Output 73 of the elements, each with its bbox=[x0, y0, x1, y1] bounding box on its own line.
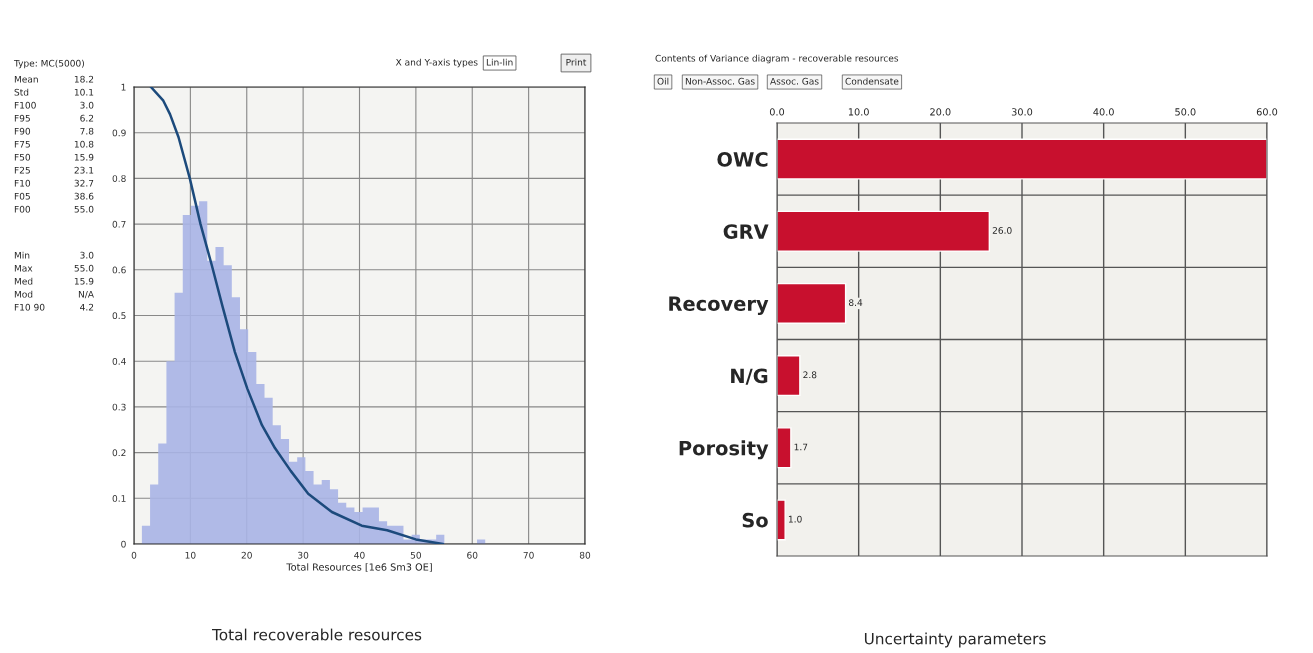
text: Condensate bbox=[845, 77, 899, 85]
text: F10 90 4.2 bbox=[14, 303, 94, 311]
x-tick-label: 70 bbox=[523, 551, 534, 559]
x-axis-title: Total Resources [1e6 Sm3 OE] bbox=[286, 563, 432, 572]
y-tick-label: So bbox=[742, 512, 768, 528]
text: X and Y-axis types bbox=[395, 58, 478, 68]
x-tick-label: 60.0 bbox=[1256, 108, 1278, 116]
y-tick-label: GRV bbox=[723, 224, 769, 239]
chart-title: Contents of Variance diagram - recoverable resources bbox=[655, 54, 899, 64]
y-tick-label: 0.5 bbox=[112, 312, 126, 320]
x-tick-label: 40 bbox=[354, 551, 365, 559]
data-label: 2.8 bbox=[803, 371, 817, 379]
x-tick-label: 80 bbox=[579, 551, 591, 559]
x-tick-label: 20.0 bbox=[930, 108, 951, 116]
text: F75 10.8 bbox=[14, 140, 94, 148]
text: F90 7.8 bbox=[14, 127, 94, 135]
y-tick-label: 0.6 bbox=[112, 266, 126, 274]
text: F100 3.0 bbox=[14, 101, 94, 109]
text: Max 55.0 bbox=[14, 264, 94, 272]
x-tick-label: 10.0 bbox=[848, 108, 869, 116]
y-tick-label: 0.9 bbox=[112, 129, 126, 137]
x-tick-label: 50.0 bbox=[1175, 108, 1196, 116]
y-tick-label: 0.7 bbox=[112, 220, 126, 228]
text: Assoc. Gas bbox=[770, 77, 819, 85]
data-label: 1.7 bbox=[794, 443, 808, 451]
y-tick-label: 0 bbox=[121, 540, 126, 548]
text: F10 32.7 bbox=[14, 179, 94, 187]
text: F95 6.2 bbox=[14, 114, 94, 122]
line-series bbox=[149, 87, 445, 544]
y-tick-label: 0.1 bbox=[112, 495, 126, 502]
x-tick-label: 0 bbox=[131, 551, 137, 559]
text: Type: MC(5000) bbox=[13, 59, 84, 69]
y-tick-label: Porosity bbox=[679, 440, 769, 460]
y-tick-label: N/G bbox=[731, 368, 768, 385]
x-tick-label: 20 bbox=[241, 551, 252, 559]
x-tick-label: 30 bbox=[298, 551, 309, 559]
text: Min 3.0 bbox=[14, 251, 94, 259]
text: Std 10.1 bbox=[14, 88, 94, 96]
x-tick-label: 50 bbox=[410, 551, 422, 559]
text: Lin-lin bbox=[486, 58, 513, 66]
x-tick-label: 0.0 bbox=[769, 108, 785, 116]
data-label: 1.0 bbox=[788, 515, 802, 523]
bar bbox=[777, 138, 1267, 180]
text: Non-Assoc. Gas bbox=[685, 77, 755, 85]
text: F05 38.6 bbox=[14, 192, 94, 200]
y-tick-label: 1 bbox=[121, 83, 126, 91]
text: Med 15.9 bbox=[14, 277, 94, 285]
y-tick-label: OWC bbox=[717, 152, 768, 167]
text: Total recoverable resources bbox=[211, 628, 422, 641]
bar bbox=[777, 355, 801, 397]
x-tick-label: 10 bbox=[185, 551, 196, 559]
data-label: 26.0 bbox=[992, 227, 1012, 234]
text: F50 15.9 bbox=[14, 153, 94, 161]
bar bbox=[777, 210, 991, 252]
y-tick-label: 0.8 bbox=[112, 175, 126, 182]
x-tick-label: 40.0 bbox=[1093, 108, 1114, 116]
y-tick-label: 0.3 bbox=[112, 403, 126, 411]
y-tick-label: 0.4 bbox=[112, 357, 126, 365]
y-tick-label: Recovery bbox=[669, 296, 769, 315]
bar bbox=[777, 499, 786, 541]
text: F25 23.1 bbox=[14, 166, 94, 174]
text: Mod N/A bbox=[14, 290, 94, 299]
text: Uncertainty parameters bbox=[864, 632, 1046, 648]
text: F00 55.0 bbox=[14, 205, 94, 213]
bar bbox=[777, 282, 847, 324]
y-tick-label: 0.2 bbox=[112, 449, 126, 457]
x-tick-label: 30.0 bbox=[1011, 108, 1033, 116]
x-tick-label: 60 bbox=[467, 551, 478, 559]
bar bbox=[777, 427, 792, 469]
text: Oil bbox=[657, 77, 669, 85]
text: Mean 18.2 bbox=[14, 75, 94, 83]
text: Print bbox=[566, 58, 587, 66]
data-label: 8.4 bbox=[848, 299, 863, 307]
